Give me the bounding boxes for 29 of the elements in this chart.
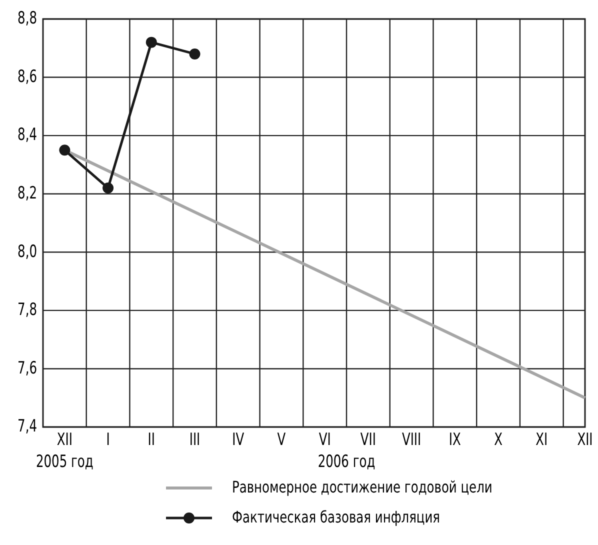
x-tick-label: I (106, 430, 110, 450)
x-tick-label: XI (536, 430, 548, 450)
x-tick-label: IV (232, 430, 245, 450)
y-tick-label: 8,4 (18, 124, 38, 145)
y-tick-label: 8,8 (18, 8, 37, 28)
x-tick-label: II (148, 430, 156, 450)
point (189, 48, 200, 60)
y-tick-label: 7,8 (18, 300, 37, 320)
y-tick-label: 8,0 (18, 241, 37, 262)
y-tick-label: 8,6 (18, 66, 37, 86)
legend-label: Равномерное достижение годовой цели (232, 478, 492, 497)
x-tick-label: III (189, 430, 200, 450)
x-tick-label: X (494, 430, 503, 450)
x-tick-label: VI (318, 430, 331, 450)
point (59, 144, 70, 156)
y-tick-label: 7,4 (18, 416, 38, 436)
legend-label: Фактическая базовая инфляция (232, 508, 440, 527)
x-tick-label: V (277, 430, 286, 450)
x-tick-label: VIII (402, 430, 422, 450)
x-tick-label: XII (56, 430, 72, 450)
x-tick-label: IX (448, 430, 462, 450)
point (102, 182, 114, 194)
y-tick-label: 8,2 (18, 183, 37, 203)
text: 2005 год (36, 452, 94, 472)
y-tick-label: 7,6 (18, 358, 37, 378)
x-tick-label: XII (577, 430, 593, 450)
text: 2006 год (318, 452, 376, 472)
x-tick-label: VII (360, 430, 376, 450)
point (146, 36, 157, 48)
